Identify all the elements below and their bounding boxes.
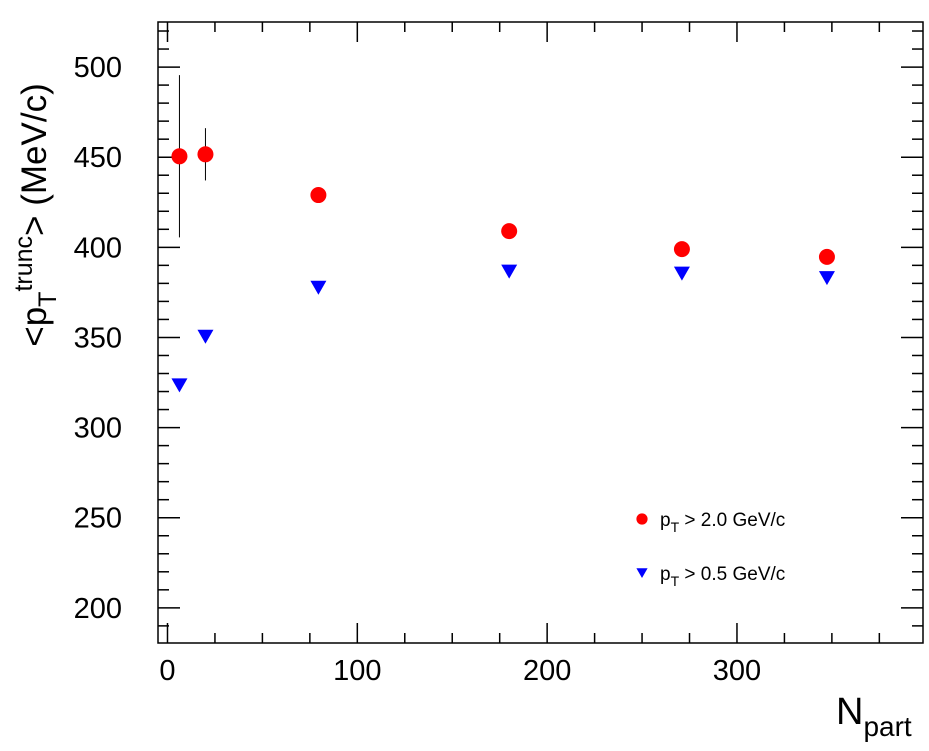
point	[818, 271, 835, 286]
y-title-part: <p	[15, 307, 54, 347]
y-tick-label: 500	[74, 52, 122, 84]
legend-label-sub: T	[671, 519, 680, 535]
legend-marker	[636, 568, 648, 579]
legend-label-part: > 2.0 GeV/c	[679, 510, 785, 531]
y-axis-title: <pTtrunc> (MeV/c)	[10, 83, 62, 346]
point	[501, 223, 518, 240]
y-tick-label: 300	[74, 413, 122, 445]
legend-label: pT > 2.0 GeV/c	[660, 510, 785, 535]
legend-label: pT > 0.5 GeV/c	[660, 564, 785, 589]
x-tick-label: 0	[159, 655, 175, 687]
y-tick-label: 450	[74, 142, 122, 174]
legend-label-sub: T	[671, 573, 680, 589]
point	[197, 146, 214, 163]
y-title-sup: trunc	[10, 236, 38, 292]
point	[310, 280, 327, 295]
y-title-sub: T	[34, 292, 62, 307]
y-tick-label: 250	[74, 503, 122, 535]
legend-marker	[636, 513, 648, 525]
x-title-part: N	[836, 691, 863, 733]
x-axis-title: Npart	[836, 691, 912, 742]
legend-label-part: p	[660, 564, 671, 585]
y-tick-label: 200	[74, 593, 122, 625]
point	[310, 187, 327, 204]
point	[171, 378, 188, 393]
x-tick-label: 300	[713, 655, 761, 687]
y-tick-label: 400	[74, 232, 122, 264]
plot-frame	[157, 21, 924, 644]
x-title-sub: part	[863, 711, 911, 742]
y-title-part: > (MeV/c)	[15, 83, 54, 236]
legend-label-part: p	[660, 510, 671, 531]
point	[171, 148, 188, 165]
point	[673, 266, 690, 281]
x-tick-label: 100	[333, 655, 381, 687]
y-tick-label: 350	[74, 322, 122, 354]
point	[818, 248, 835, 265]
x-tick-label: 200	[523, 655, 571, 687]
legend-label-part: > 0.5 GeV/c	[679, 564, 785, 585]
point	[673, 241, 690, 258]
point	[197, 329, 214, 344]
point	[501, 264, 518, 279]
